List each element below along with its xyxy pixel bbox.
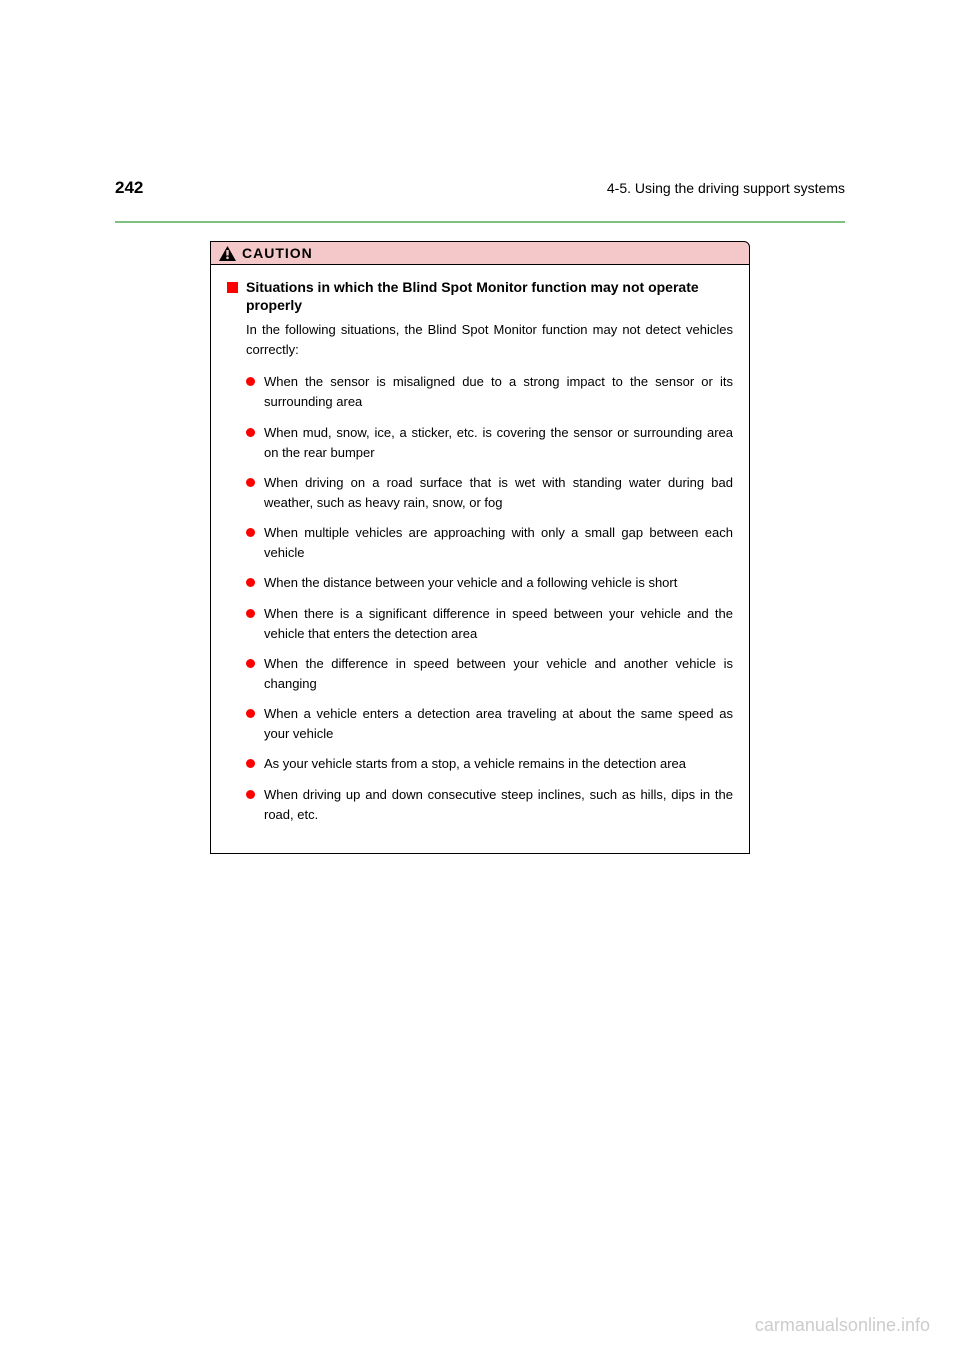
red-square-bullet-icon <box>227 282 238 293</box>
bullet-text: As your vehicle starts from a stop, a ve… <box>264 754 686 774</box>
section-title: Situations in which the Blind Spot Monit… <box>246 279 733 314</box>
bullet-item: When driving on a road surface that is w… <box>246 473 733 513</box>
bullet-text: When driving up and down consecutive ste… <box>264 785 733 825</box>
red-dot-icon <box>246 377 255 386</box>
section-heading: Situations in which the Blind Spot Monit… <box>227 279 733 314</box>
bullet-text: When the difference in speed between you… <box>264 654 733 694</box>
red-dot-icon <box>246 578 255 587</box>
bullet-item: When the difference in speed between you… <box>246 654 733 694</box>
bullet-item: As your vehicle starts from a stop, a ve… <box>246 754 733 774</box>
header-title: 4-5. Using the driving support systems <box>607 180 845 196</box>
watermark: carmanualsonline.info <box>755 1315 930 1336</box>
bullet-text: When the distance between your vehicle a… <box>264 573 677 593</box>
bullet-text: When driving on a road surface that is w… <box>264 473 733 513</box>
caution-body: Situations in which the Blind Spot Monit… <box>210 265 750 854</box>
bullet-item: When the distance between your vehicle a… <box>246 573 733 593</box>
red-dot-icon <box>246 709 255 718</box>
bullet-text: When the sensor is misaligned due to a s… <box>264 372 733 412</box>
intro-text: In the following situations, the Blind S… <box>246 320 733 360</box>
red-dot-icon <box>246 759 255 768</box>
warning-triangle-icon <box>219 246 236 261</box>
header-divider <box>115 221 845 223</box>
red-dot-icon <box>246 609 255 618</box>
red-dot-icon <box>246 428 255 437</box>
red-dot-icon <box>246 790 255 799</box>
red-dot-icon <box>246 659 255 668</box>
caution-box: CAUTION Situations in which the Blind Sp… <box>210 241 750 854</box>
red-dot-icon <box>246 528 255 537</box>
bullet-text: When multiple vehicles are approaching w… <box>264 523 733 563</box>
bullet-text: When a vehicle enters a detection area t… <box>264 704 733 744</box>
bullet-item: When the sensor is misaligned due to a s… <box>246 372 733 412</box>
caution-label: CAUTION <box>242 245 313 261</box>
bullet-item: When driving up and down consecutive ste… <box>246 785 733 825</box>
page-header: 242 4-5. Using the driving support syste… <box>115 178 845 198</box>
bullet-item: When there is a significant difference i… <box>246 604 733 644</box>
bullet-item: When a vehicle enters a detection area t… <box>246 704 733 744</box>
bullet-text: When there is a significant difference i… <box>264 604 733 644</box>
bullet-item: When mud, snow, ice, a sticker, etc. is … <box>246 423 733 463</box>
page-number: 242 <box>115 178 143 198</box>
caution-header: CAUTION <box>210 241 750 265</box>
bullet-text: When mud, snow, ice, a sticker, etc. is … <box>264 423 733 463</box>
bullet-item: When multiple vehicles are approaching w… <box>246 523 733 563</box>
red-dot-icon <box>246 478 255 487</box>
